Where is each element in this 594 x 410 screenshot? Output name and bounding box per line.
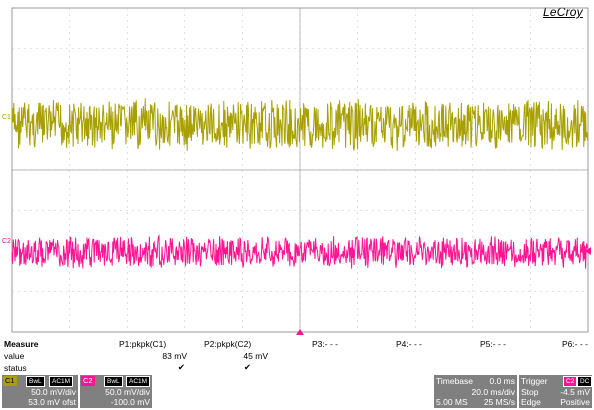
lecroy-logo: LeCroy: [543, 5, 583, 19]
channel-2-vdiv: 50.0 mV/div: [105, 387, 150, 397]
channel-2-marker[interactable]: C2: [2, 238, 11, 245]
graticule: [11, 7, 589, 333]
channel-1-vdiv: 50.0 mV/div: [31, 387, 76, 397]
channel-1-trace: [11, 98, 588, 152]
channel-1-descriptor[interactable]: C1 BwL AC1M 50.0 mV/div 53.0 mV ofst: [2, 375, 78, 408]
trigger-label: Trigger: [521, 376, 548, 386]
timebase-label: Timebase: [436, 376, 474, 386]
channel-2-descriptor[interactable]: C2 BwL AC1M 50.0 mV/div -100.0 mV: [80, 375, 152, 408]
channel-2-offset: -100.0 mV: [110, 397, 150, 407]
trigger-type: Edge: [521, 397, 541, 407]
trigger-coupling-badge: DC: [577, 376, 593, 387]
timebase-samples: 5.00 MS: [436, 397, 468, 407]
measure-header[interactable]: Measure: [4, 339, 39, 349]
channel-2-bwl-badge: BwL: [104, 376, 123, 387]
channel-1-marker[interactable]: C1: [2, 114, 11, 121]
timebase-tdiv: 20.0 ms/div: [471, 387, 515, 397]
trigger-slope: Positive: [560, 397, 590, 407]
param-p1-status-icon: ✔: [177, 362, 185, 372]
channel-1-bwl-badge: BwL: [26, 376, 45, 387]
timebase-delay: 0.0 ms: [489, 376, 515, 386]
param-p2-name[interactable]: P2:pkpk(C2): [204, 339, 252, 349]
channel-1-coupling-badge: AC1M: [49, 376, 74, 387]
timebase-rate: 25 MS/s: [483, 397, 515, 407]
param-p5-name[interactable]: P5:- - -: [480, 339, 506, 349]
channel-2-coupling-badge: AC1M: [126, 376, 151, 387]
trigger-source-badge: C2: [563, 376, 578, 387]
timebase-descriptor[interactable]: Timebase 0.0 ms 20.0 ms/div 5.00 MS 25 M…: [434, 375, 517, 408]
waveform-display[interactable]: [0, 0, 594, 340]
param-p3-name[interactable]: P3:- - -: [312, 339, 338, 349]
channel-1-tag: C1: [3, 376, 17, 386]
channel-2-trace: [11, 234, 588, 269]
trigger-mode: Stop: [521, 387, 539, 397]
trigger-level: -4.5 mV: [560, 387, 590, 397]
value-row-label: value: [4, 351, 25, 361]
channel-1-offset: 53.0 mV ofst: [28, 397, 76, 407]
trigger-descriptor[interactable]: Trigger C2 DC Stop -4.5 mV Edge Positive: [519, 375, 593, 408]
trigger-level-marker[interactable]: [585, 247, 591, 255]
channel-2-tag: C2: [81, 376, 95, 386]
trigger-position-marker[interactable]: [296, 329, 304, 335]
status-row-label: status: [4, 363, 27, 373]
param-p4-name[interactable]: P4:- - -: [396, 339, 422, 349]
param-p2-status-icon: ✔: [243, 362, 251, 372]
param-p6-name[interactable]: P6:- - -: [562, 339, 588, 349]
param-p1-value: 83 mV: [162, 351, 187, 361]
param-p1-name[interactable]: P1:pkpk(C1): [119, 339, 167, 349]
param-p2-value: 45 mV: [243, 351, 268, 361]
